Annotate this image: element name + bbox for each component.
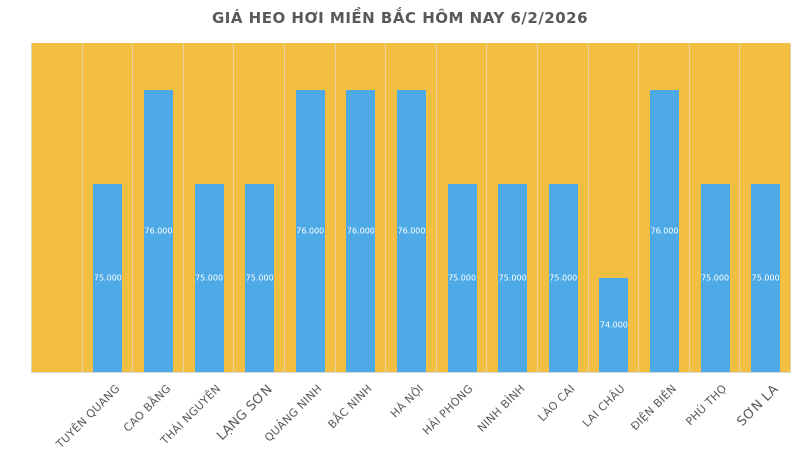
data-label: 75.000: [448, 273, 477, 283]
category-column: [639, 43, 690, 372]
bar[interactable]: 76.000: [346, 90, 376, 372]
bar[interactable]: 76.000: [650, 90, 679, 372]
x-tick-label: LAI CHÂU: [579, 382, 628, 430]
bar[interactable]: 74.000: [599, 278, 629, 372]
category-column: [285, 43, 336, 372]
category-column: [83, 43, 134, 372]
category-column: [234, 43, 285, 372]
chart-title: GIÁ HEO HƠI MIỀN BẮC HÔM NAY 6/2/2026: [211, 9, 589, 27]
category-column: [133, 43, 184, 372]
bar[interactable]: 76.000: [397, 90, 426, 372]
category-column: [740, 43, 791, 372]
x-tick-label: SƠN LA: [733, 382, 782, 430]
bar[interactable]: 76.000: [295, 90, 325, 372]
plot-area: 75.000 76.000 75.000 75.000 76.000 76.000 76.0…: [31, 43, 791, 373]
bar[interactable]: 75.000: [751, 184, 781, 372]
x-tick-label: BẮC NINH: [325, 382, 375, 432]
data-label: 75.000: [701, 273, 730, 283]
data-label: 76.000: [296, 226, 325, 236]
category-column: [386, 43, 437, 372]
category-column: [184, 43, 235, 372]
x-tick-label: ĐIỆN BIÊN: [627, 382, 679, 434]
data-label: 75.000: [498, 273, 527, 283]
bar[interactable]: 75.000: [93, 184, 123, 372]
data-label: 75.000: [245, 273, 274, 283]
data-label: 76.000: [397, 226, 426, 236]
category-column: [589, 43, 640, 372]
category-column: [690, 43, 741, 372]
x-tick-label: HẢI PHÒNG: [420, 382, 476, 438]
bar[interactable]: 75.000: [700, 184, 730, 372]
bar[interactable]: 76.000: [144, 90, 173, 372]
bar[interactable]: 75.000: [194, 184, 224, 372]
data-label: 74.000: [599, 320, 628, 330]
x-tick-label: HÀ NỘI: [387, 382, 426, 421]
category-column: [538, 43, 589, 372]
category-column: [336, 43, 387, 372]
x-tick-label: CAO BẰNG: [120, 382, 174, 435]
x-tick-label: NINH BÌNH: [474, 382, 528, 435]
data-label: 76.000: [346, 226, 375, 236]
data-label: 75.000: [751, 273, 780, 283]
data-label: 76.000: [144, 226, 173, 236]
category-column: [437, 43, 488, 372]
data-label: 75.000: [195, 273, 224, 283]
x-tick-label: LÀO CAI: [535, 382, 578, 425]
category-column: [487, 43, 538, 372]
bar[interactable]: 75.000: [498, 184, 528, 372]
data-label: 75.000: [549, 273, 578, 283]
category-column: [32, 43, 83, 372]
x-tick-label: TUYÊN QUANG: [53, 382, 123, 451]
x-tick-label: PHÚ THỌ: [683, 382, 730, 429]
bar[interactable]: 75.000: [245, 184, 275, 372]
bar[interactable]: 75.000: [548, 184, 578, 372]
bar[interactable]: 75.000: [447, 184, 477, 372]
data-label: 75.000: [93, 273, 122, 283]
data-label: 76.000: [650, 226, 679, 236]
